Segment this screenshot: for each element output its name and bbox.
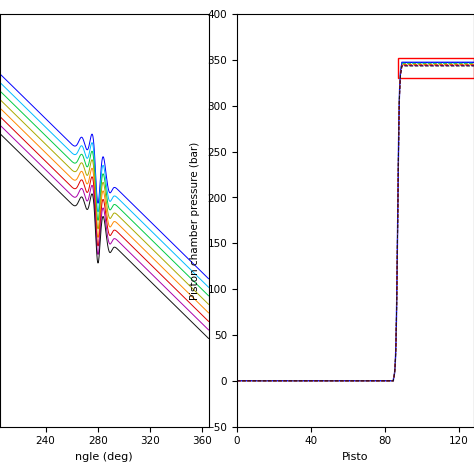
- X-axis label: ngle (deg): ngle (deg): [75, 452, 133, 462]
- Bar: [398, 58, 474, 78]
- Y-axis label: Piston chamber pressure (bar): Piston chamber pressure (bar): [190, 141, 200, 300]
- X-axis label: Pisto: Pisto: [342, 452, 369, 462]
